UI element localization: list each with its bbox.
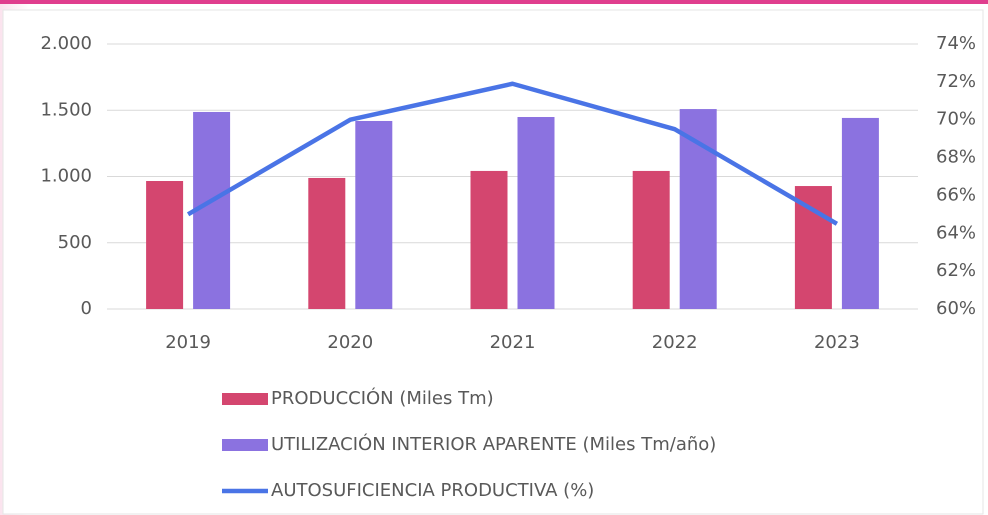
legend-swatch [222,439,268,451]
y2-tick-label: 74% [936,33,976,54]
y2-tick-label: 72% [936,71,976,92]
bar [308,177,346,309]
x-tick-label: 2023 [814,332,860,353]
legend-label: PRODUCCIÓN (Miles Tm) [271,387,494,409]
y-tick-label: 0 [81,298,92,319]
y2-tick-label: 60% [936,298,976,319]
y-tick-label: 1.000 [40,166,92,187]
y2-tick-label: 66% [936,184,976,205]
x-tick-label: 2022 [652,332,698,353]
y-tick-label: 1.500 [40,99,92,120]
bar [470,170,508,309]
bar [517,117,555,309]
bar [146,181,184,309]
x-tick-label: 2021 [490,332,536,353]
legend-label: AUTOSUFICIENCIA PRODUCTIVA (%) [271,480,594,501]
bar [679,109,717,310]
bar [841,117,879,309]
top-border [0,0,988,4]
bar [355,120,393,309]
y2-tick-label: 64% [936,222,976,243]
line [186,81,839,226]
y-tick-label: 500 [58,232,92,253]
bar [794,186,832,309]
bar [632,170,670,309]
legend-swatch [222,393,268,405]
y2-tick-label: 70% [936,109,976,130]
x-tick-label: 2019 [165,332,211,353]
y2-tick-label: 62% [936,260,976,281]
y-tick-label: 2.000 [40,33,92,54]
bar [193,111,231,309]
x-tick-label: 2020 [327,332,373,353]
y2-tick-label: 68% [936,147,976,168]
legend-label: UTILIZACIÓN INTERIOR APARENTE (Miles Tm/… [271,433,716,455]
